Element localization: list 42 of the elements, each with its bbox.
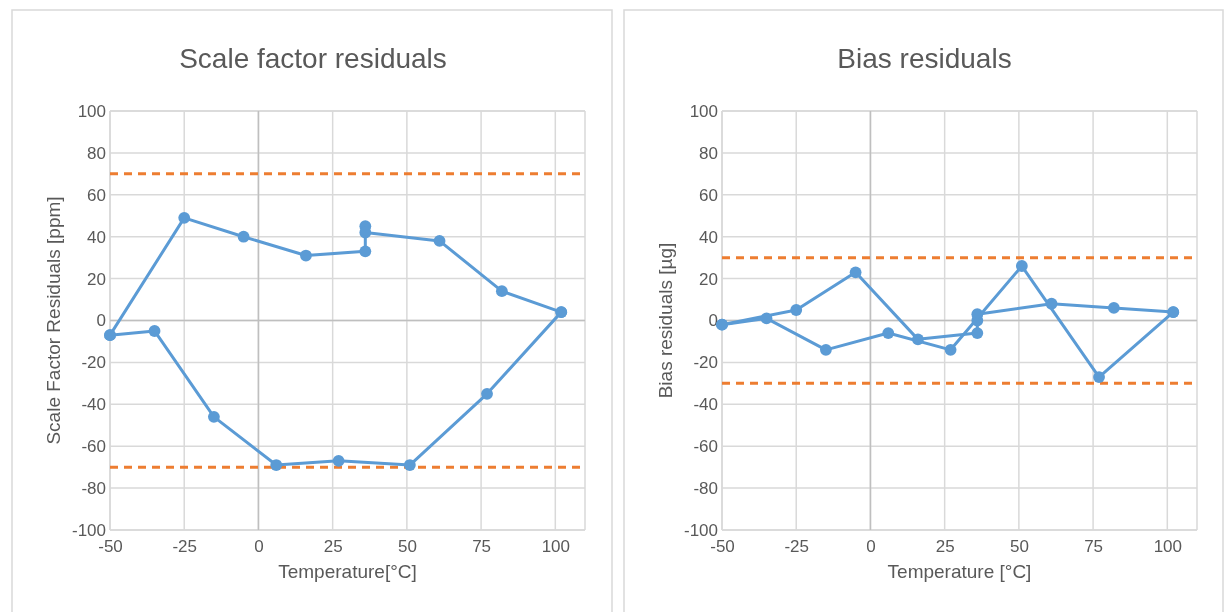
y-tick-label: -60 (81, 437, 106, 457)
y-tick-label: 60 (699, 185, 718, 205)
y-tick-label: -20 (693, 353, 718, 373)
x-tick-label: -50 (710, 537, 735, 557)
y-tick-label: 60 (87, 185, 106, 205)
y-tick-label: -80 (693, 479, 718, 499)
x-tick-label: 25 (935, 537, 955, 557)
y-tick-label: -100 (683, 520, 718, 540)
y-tick-label: 20 (699, 269, 718, 289)
y-axis-title: Scale Factor Residuals [ppm] (43, 196, 64, 445)
y-axis-title: Bias residuals [µg] (655, 242, 676, 399)
y-tick-label: 40 (87, 227, 106, 247)
chart-title: Bias residuals (837, 43, 1012, 74)
y-tick-label: 80 (699, 143, 718, 163)
x-tick-label: 75 (1084, 537, 1104, 557)
x-tick-label: -25 (784, 537, 810, 557)
y-tick-label: 80 (87, 143, 106, 163)
x-tick-label: 25 (323, 537, 343, 557)
x-tick-label: 100 (1153, 537, 1182, 557)
x-tick-label: 75 (472, 537, 492, 557)
y-tick-label: -40 (81, 395, 106, 415)
x-tick-label: -50 (98, 537, 123, 557)
y-tick-label: 100 (77, 101, 106, 121)
x-tick-label: 50 (397, 537, 417, 557)
y-tick-label: 100 (689, 101, 718, 121)
x-tick-label: 50 (1009, 537, 1029, 557)
x-tick-label: 0 (866, 537, 876, 557)
y-tick-label: -20 (81, 353, 106, 373)
x-tick-label: 0 (254, 537, 264, 557)
x-axis-title: Temperature[°C] (278, 561, 417, 582)
y-tick-label: 40 (699, 227, 718, 247)
y-tick-label: 20 (87, 269, 106, 289)
chart-title: Scale factor residuals (179, 43, 447, 74)
y-tick-label: -100 (71, 520, 106, 540)
y-tick-label: 0 (96, 311, 106, 331)
x-tick-label: -25 (172, 537, 198, 557)
y-tick-label: -40 (693, 395, 718, 415)
x-axis-title: Temperature [°C] (887, 561, 1032, 582)
y-tick-label: 0 (708, 311, 718, 331)
y-tick-label: -80 (81, 479, 106, 499)
x-tick-label: 100 (541, 537, 570, 557)
y-tick-label: -60 (693, 437, 718, 457)
